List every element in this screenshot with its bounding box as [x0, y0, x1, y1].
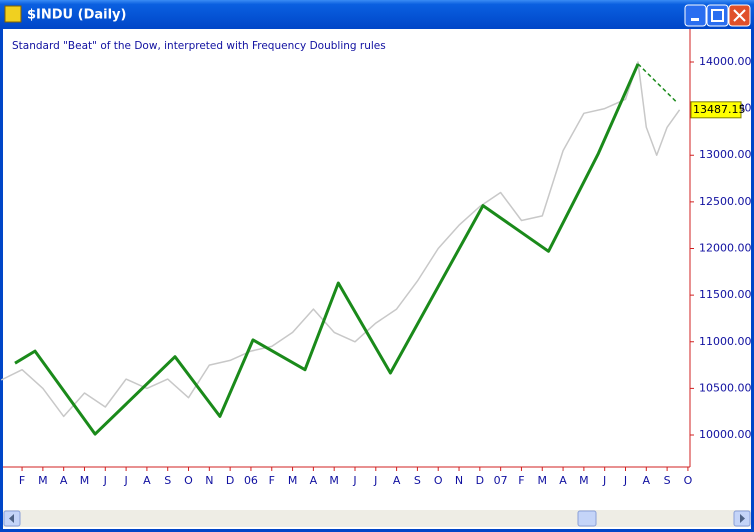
x-tick-label: 07: [494, 474, 508, 487]
x-tick-label: J: [123, 474, 127, 487]
x-tick-label: S: [664, 474, 671, 487]
x-tick-label: J: [103, 474, 107, 487]
x-tick-label: O: [434, 474, 443, 487]
last-price-box: [690, 101, 742, 119]
x-tick-label: J: [602, 474, 606, 487]
maximize-icon: [711, 9, 724, 22]
x-tick-label: M: [38, 474, 48, 487]
x-tick-label: M: [80, 474, 90, 487]
y-tick-label: 13000.00: [699, 148, 752, 161]
last-price-label: 13487.15: [693, 103, 746, 116]
title-bar: [0, 0, 754, 29]
scroll-right-arrow: [740, 514, 745, 523]
y-tick-label: 10500.00: [699, 381, 752, 394]
x-tick-label: O: [684, 474, 693, 487]
scroll-left-arrow: [9, 514, 14, 523]
series-line: [14, 63, 640, 436]
x-tick-label: O: [184, 474, 193, 487]
chart-area: [3, 29, 751, 529]
x-tick-label: J: [352, 474, 356, 487]
forecast-line: [637, 63, 679, 104]
x-tick-label: F: [518, 474, 524, 487]
minimize-icon: [691, 18, 699, 21]
x-tick-label: D: [476, 474, 484, 487]
y-tick-label: 12500.00: [699, 195, 752, 208]
x-tick-label: J: [623, 474, 627, 487]
x-tick-label: A: [60, 474, 68, 487]
close-icon: [733, 9, 746, 22]
y-tick-label: 11000.00: [699, 335, 752, 348]
x-tick-label: N: [205, 474, 213, 487]
app-icon: [4, 5, 22, 23]
x-tick-label: A: [143, 474, 151, 487]
y-tick-label: 12000.00: [699, 242, 752, 255]
x-tick-label: A: [559, 474, 567, 487]
x-tick-label: N: [455, 474, 463, 487]
y-tick-label: 14000.00: [699, 55, 752, 68]
x-tick-label: J: [373, 474, 377, 487]
minimize-button[interactable]: [684, 4, 707, 27]
x-tick-label: M: [538, 474, 548, 487]
x-tick-label: A: [643, 474, 651, 487]
scrollbar[interactable]: [3, 510, 751, 527]
x-tick-label: D: [226, 474, 234, 487]
x-tick-label: 06: [244, 474, 258, 487]
y-tick-label: 10000.00: [699, 428, 752, 441]
x-tick-label: S: [414, 474, 421, 487]
x-tick-label: M: [579, 474, 589, 487]
x-tick-label: F: [269, 474, 275, 487]
maximize-button[interactable]: [706, 4, 729, 27]
x-tick-label: M: [288, 474, 298, 487]
x-tick-label: S: [164, 474, 171, 487]
scroll-thumb[interactable]: [577, 510, 597, 527]
x-tick-label: F: [19, 474, 25, 487]
x-tick-label: A: [393, 474, 401, 487]
chart-title: Standard "Beat" of the Dow, interpreted …: [12, 40, 386, 52]
window-title: $INDU (Daily): [27, 8, 126, 23]
x-tick-label: M: [329, 474, 339, 487]
y-tick-label: 11500.00: [699, 288, 752, 301]
x-tick-label: A: [310, 474, 318, 487]
